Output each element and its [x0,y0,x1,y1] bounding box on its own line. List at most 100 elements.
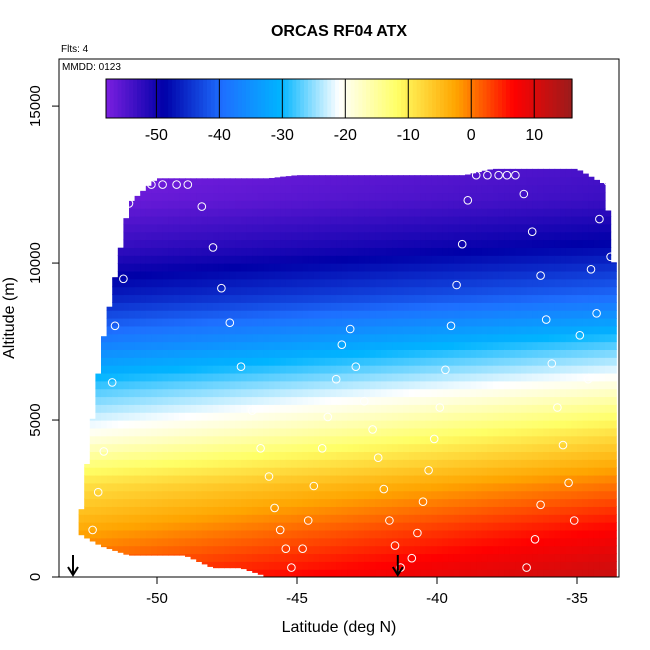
heatmap-cell [487,420,494,429]
heatmap-cell [442,529,449,539]
heatmap-cell [145,459,152,468]
heatmap-cell [521,443,528,453]
heatmap-cell [409,215,416,225]
heatmap-cell [459,529,466,539]
heatmap-cell [425,482,432,492]
heatmap-cell [448,263,455,272]
heatmap-cell [610,490,617,500]
heatmap-cell [425,223,432,233]
heatmap-cell [263,561,270,570]
heatmap-cell [201,490,208,500]
heatmap-cell [470,200,477,209]
heatmap-cell [588,380,595,390]
heatmap-cell [554,278,561,288]
heatmap-cell [431,208,438,217]
heatmap-cell [291,529,298,539]
sample-point [418,497,428,507]
heatmap-cell [397,325,404,335]
heatmap-cell [145,498,152,507]
heatmap-cell [414,412,421,421]
heatmap-cell [157,263,164,272]
heatmap-cell [241,380,248,390]
heatmap-cell [409,451,416,460]
heatmap-cell [330,176,337,186]
heatmap-cell [173,537,180,547]
heatmap-cell [515,506,522,515]
heatmap-cell [151,412,158,421]
heatmap-cell [476,318,483,327]
heatmap-cell [470,420,477,429]
heatmap-cell [481,388,488,398]
sample-point [331,374,341,384]
heatmap-cell [493,396,500,405]
heatmap-cell [577,357,584,366]
colorbar: -50 -40 -30 -20 -10 0 10 [105,78,573,144]
heatmap-cell [308,365,315,374]
heatmap-cell [173,380,180,390]
heatmap-cell [274,349,281,358]
colorbar-swatch [109,79,115,118]
heatmap-cell [420,176,427,186]
heatmap-cell [145,208,152,217]
heatmap-cell [459,349,466,358]
heatmap-cell [168,474,175,484]
heatmap-cell [442,310,449,319]
heatmap-cell [269,545,276,555]
heatmap-cell [498,420,505,429]
heatmap-cell [140,318,147,327]
heatmap-cell [420,514,427,523]
heatmap-cell [414,341,421,350]
heatmap-cell [509,184,516,194]
heatmap-cell [532,318,539,327]
flight-arrows [67,555,404,577]
heatmap-cell [134,396,141,405]
heatmap-cell [504,514,511,523]
heatmap-cell [521,223,528,233]
heatmap-cell [101,545,108,548]
heatmap-cell [465,333,472,343]
heatmap-cell [420,553,427,562]
sample-point [463,196,473,205]
heatmap-cell [397,412,404,421]
heatmap-cell [123,372,130,382]
heatmap-cell [341,435,348,445]
heatmap-cell [291,255,298,264]
heatmap-cell [397,482,404,492]
heatmap-cell [274,223,281,233]
heatmap-cell [403,522,410,531]
heatmap-cell [280,318,287,327]
sample-point [281,544,291,554]
heatmap-cell [157,278,164,288]
heatmap-cell [224,302,231,311]
heatmap-cell [185,341,192,350]
sample-point [424,466,433,475]
heatmap-cell [173,522,180,531]
heatmap-cell [431,459,438,468]
heatmap-cell [565,506,572,515]
heatmap-cell [397,435,404,445]
heatmap-cell [325,561,332,570]
heatmap-cell [162,310,169,319]
heatmap-cell [246,404,253,413]
heatmap-cell [549,239,556,248]
heatmap-cell [280,545,287,555]
heatmap-cell [319,208,326,217]
heatmap-cell [224,231,231,241]
heatmap-cell [515,192,522,201]
heatmap-cell [353,239,360,248]
heatmap-cell [593,451,600,460]
heatmap-cell [291,451,298,460]
heatmap-cell [588,443,595,453]
heatmap-cell [246,459,253,468]
heatmap-cell [123,239,130,248]
heatmap-cell [375,467,382,476]
heatmap-cell [392,372,399,382]
heatmap-cell [190,420,197,429]
heatmap-cell [465,231,472,241]
heatmap-cell [571,388,578,398]
heatmap-cell [364,529,371,539]
heatmap-cell [414,231,421,241]
heatmap-cell [571,341,578,350]
heatmap-cell [358,388,365,398]
heatmap-cell [593,294,600,303]
